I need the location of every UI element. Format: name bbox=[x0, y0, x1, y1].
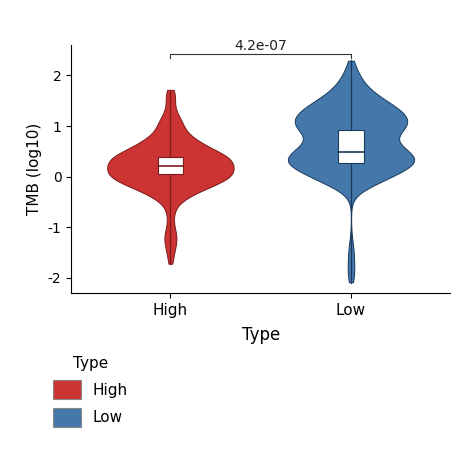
Y-axis label: TMB (log10): TMB (log10) bbox=[27, 123, 42, 215]
Bar bbox=[338, 130, 364, 162]
Bar bbox=[158, 157, 183, 174]
X-axis label: Type: Type bbox=[242, 326, 280, 344]
Text: 4.2e-07: 4.2e-07 bbox=[234, 39, 287, 53]
Legend: High, Low: High, Low bbox=[46, 349, 136, 434]
